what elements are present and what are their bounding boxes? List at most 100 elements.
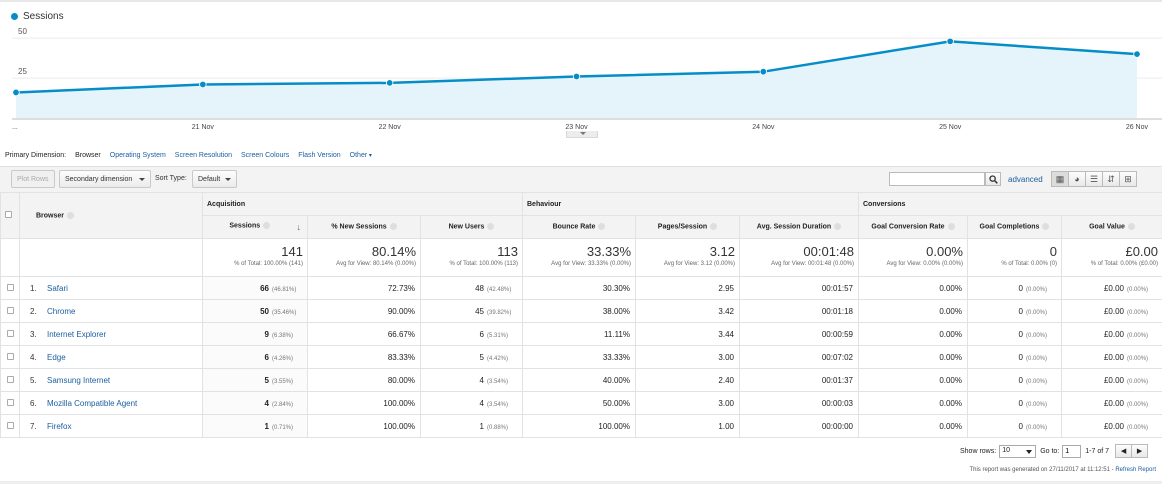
goal-completions-column-header[interactable]: Goal Completions: [967, 215, 1062, 239]
table-search-input[interactable]: [889, 172, 985, 186]
prev-page-button[interactable]: ◀: [1115, 444, 1133, 458]
pages-session-cell: 3.42: [635, 299, 740, 323]
dimension-operating-system[interactable]: Operating System: [109, 152, 166, 159]
avg-duration-column-header[interactable]: Avg. Session Duration: [739, 215, 859, 239]
new-users-cell: 1 (0.88%): [420, 414, 523, 438]
column-label: New Users: [448, 223, 485, 231]
goal-conversion-column-header[interactable]: Goal Conversion Rate: [858, 215, 968, 239]
data-point: [759, 67, 768, 76]
secondary-dimension-dropdown[interactable]: Secondary dimension: [59, 170, 151, 188]
comparison-view-icon[interactable]: ⇵: [1102, 171, 1120, 187]
help-icon[interactable]: [947, 223, 955, 231]
goal-value-cell: £0.00 (0.00%): [1060, 322, 1162, 346]
column-label: Sessions: [229, 222, 261, 230]
chart-legend[interactable]: Sessions: [11, 11, 64, 22]
next-page-button[interactable]: ▶: [1131, 444, 1149, 458]
primary-dimension-label: Primary Dimension:: [5, 152, 67, 159]
dimension-screen-colours[interactable]: Screen Colours: [241, 152, 290, 159]
row-checkbox[interactable]: [7, 329, 14, 337]
pivot-view-icon[interactable]: ⊞: [1119, 171, 1137, 187]
totals-spacer: [0, 238, 20, 277]
goal-value-value: £0.00: [1103, 421, 1125, 431]
browser-column-header[interactable]: Browser: [19, 192, 203, 239]
total-goal-value: £0.00 % of Total: 0.00% (£0.00): [1060, 238, 1162, 277]
conversions-group-header: Conversions: [857, 192, 1162, 216]
row-checkbox-cell: [0, 414, 20, 438]
browser-link[interactable]: Safari: [47, 283, 68, 293]
table-row: 4. Edge 6 (4.26%) 83.33% 5 (4.42%) 33.33% 3.00 00…: [0, 345, 1162, 369]
help-icon[interactable]: [834, 223, 842, 231]
pages-session-cell: 3.44: [635, 322, 740, 346]
x-tick-label: 24 Nov: [752, 124, 775, 131]
bounce-rate-cell: 38.00%: [522, 299, 636, 323]
advanced-filter-link[interactable]: advanced: [1008, 175, 1043, 184]
bounce-rate-column-header[interactable]: Bounce Rate: [522, 215, 636, 239]
help-icon[interactable]: [1042, 223, 1050, 231]
goal-conversion-cell: 0.00%: [858, 322, 968, 346]
dimension-other-dropdown[interactable]: Other: [350, 152, 372, 159]
sessions-value: 5: [264, 375, 269, 385]
goal-value-cell: £0.00 (0.00%): [1060, 414, 1162, 438]
sessions-column-header[interactable]: Sessions ↓: [202, 215, 308, 239]
row-checkbox[interactable]: [7, 306, 14, 314]
help-icon[interactable]: [710, 223, 718, 231]
performance-view-icon[interactable]: ☰: [1085, 171, 1103, 187]
plot-rows-button[interactable]: Plot Rows: [11, 170, 55, 188]
refresh-report-link[interactable]: Refresh Report: [1115, 467, 1156, 473]
browser-link[interactable]: Internet Explorer: [47, 329, 107, 339]
dimension-screen-resolution[interactable]: Screen Resolution: [174, 152, 232, 159]
pages-session-column-header[interactable]: Pages/Session: [635, 215, 740, 239]
search-icon: [988, 174, 998, 184]
column-label: Pages/Session: [657, 223, 708, 231]
row-checkbox[interactable]: [7, 283, 14, 291]
help-icon[interactable]: [487, 223, 495, 231]
browser-link[interactable]: Mozilla Compatible Agent: [47, 398, 138, 408]
row-checkbox-cell: [0, 276, 20, 300]
new-users-pct: (42.48%): [487, 286, 512, 293]
row-checkbox-cell: [0, 368, 20, 392]
row-index: 5.: [30, 375, 37, 385]
sort-type-dropdown[interactable]: Default: [192, 170, 237, 188]
help-icon[interactable]: [598, 223, 606, 231]
goal-completions-pct: (0.00%): [1026, 355, 1048, 362]
goal-value-column-header[interactable]: Goal Value: [1060, 215, 1162, 239]
avg-duration-cell: 00:00:03: [739, 391, 859, 415]
goal-completions-value: 0: [1018, 352, 1023, 362]
row-checkbox[interactable]: [7, 352, 14, 360]
row-checkbox[interactable]: [7, 375, 14, 383]
avg-duration-cell: 00:00:59: [739, 322, 859, 346]
bounce-rate-cell: 33.33%: [522, 345, 636, 369]
browser-cell: 2. Chrome: [19, 299, 203, 323]
show-rows-select[interactable]: 10: [999, 444, 1037, 458]
data-point: [1133, 50, 1141, 58]
select-all-checkbox[interactable]: [5, 211, 12, 218]
browser-link[interactable]: Chrome: [47, 306, 76, 316]
row-checkbox[interactable]: [7, 421, 14, 429]
help-icon[interactable]: [263, 222, 271, 229]
table-view-icon[interactable]: ▦: [1051, 171, 1069, 187]
y-tick-label: 25: [18, 67, 27, 76]
help-icon[interactable]: [1127, 223, 1135, 231]
new-users-cell: 45 (39.82%): [420, 299, 523, 323]
total-bounce-rate: 33.33% Avg for View: 33.33% (0.00%): [522, 238, 636, 277]
row-index: 4.: [30, 352, 37, 362]
browser-link[interactable]: Firefox: [47, 421, 72, 431]
help-icon[interactable]: [67, 211, 75, 219]
row-checkbox[interactable]: [7, 398, 14, 406]
totals-spacer: [19, 238, 203, 277]
new-sessions-column-header[interactable]: % New Sessions: [307, 215, 421, 239]
table-row: 1. Safari 66 (46.81%) 72.73% 48 (42.48%) 30.30%…: [0, 276, 1162, 300]
new-users-column-header[interactable]: New Users: [420, 215, 523, 239]
help-icon[interactable]: [389, 223, 397, 231]
goto-input[interactable]: [1062, 444, 1082, 458]
data-point: [572, 72, 581, 81]
chart-collapse-handle[interactable]: [566, 131, 598, 138]
pie-view-icon[interactable]: ◕: [1068, 171, 1086, 187]
browser-link[interactable]: Samsung Internet: [47, 375, 111, 385]
goal-value-pct: (0.00%): [1127, 401, 1149, 408]
sessions-value: 50: [260, 306, 269, 316]
browser-link[interactable]: Edge: [47, 352, 66, 362]
search-button[interactable]: [985, 172, 1001, 186]
data-point: [385, 79, 394, 87]
dimension-flash-version[interactable]: Flash Version: [298, 152, 341, 159]
